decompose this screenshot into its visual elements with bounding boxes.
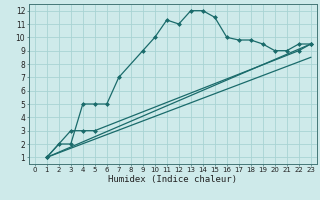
- X-axis label: Humidex (Indice chaleur): Humidex (Indice chaleur): [108, 175, 237, 184]
